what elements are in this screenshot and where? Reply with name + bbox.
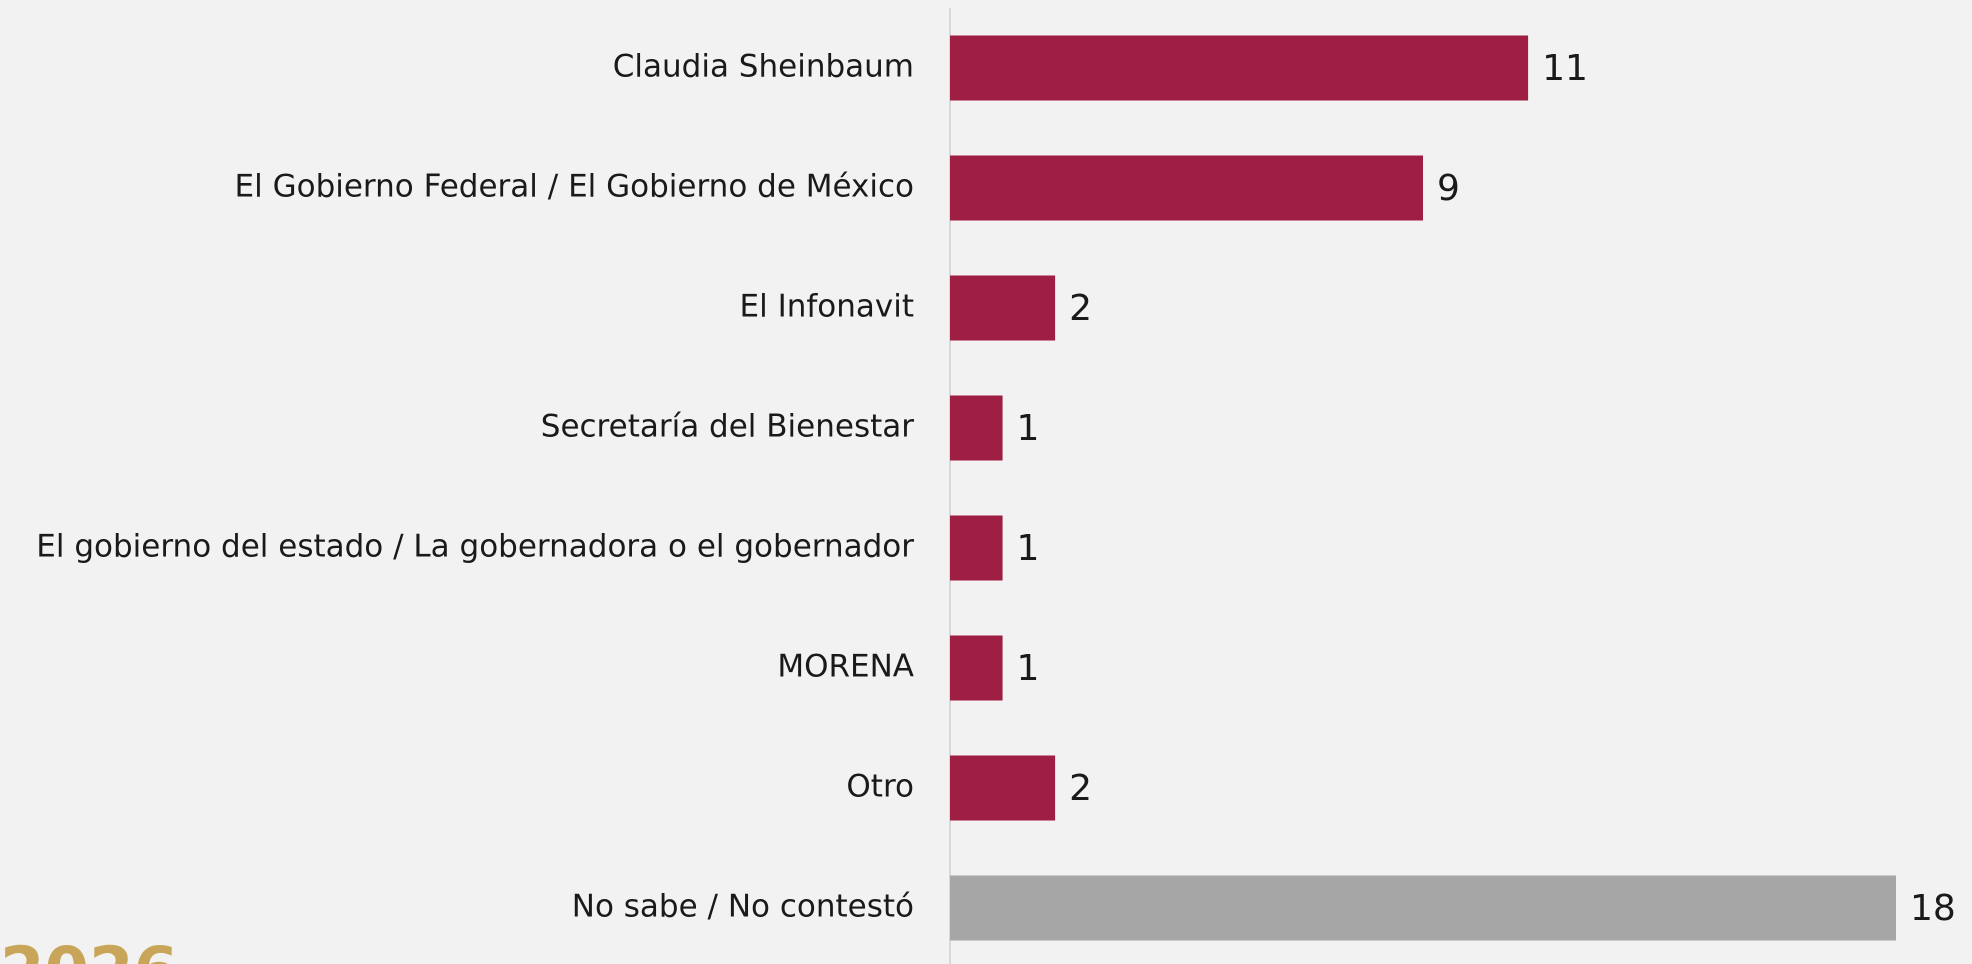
bar <box>950 155 1423 221</box>
value-label: 1 <box>1017 648 1040 689</box>
bar <box>950 635 1003 701</box>
bar <box>950 35 1529 101</box>
bar <box>950 275 1056 341</box>
value-label: 1 <box>1017 528 1040 569</box>
bar <box>950 875 1896 941</box>
bar <box>950 395 1003 461</box>
category-label: El gobierno del estado / La gobernadora … <box>36 529 914 565</box>
footer-logo: 2026 <box>0 935 178 964</box>
value-label: 11 <box>1542 48 1588 89</box>
value-label: 9 <box>1437 168 1460 209</box>
value-label: 1 <box>1017 408 1040 449</box>
category-label: Secretaría del Bienestar <box>541 409 914 445</box>
value-label: 2 <box>1069 288 1092 329</box>
bar <box>950 755 1056 821</box>
category-label: Claudia Sheinbaum <box>613 49 914 85</box>
category-label: El Infonavit <box>740 289 914 325</box>
category-label: El Gobierno Federal / El Gobierno de Méx… <box>235 169 914 205</box>
category-label: Otro <box>846 769 914 805</box>
value-label: 2 <box>1069 768 1092 809</box>
bar <box>950 515 1003 581</box>
value-label: 18 <box>1910 888 1956 929</box>
category-label: MORENA <box>777 649 914 685</box>
category-label: No sabe / No contestó <box>572 889 914 925</box>
